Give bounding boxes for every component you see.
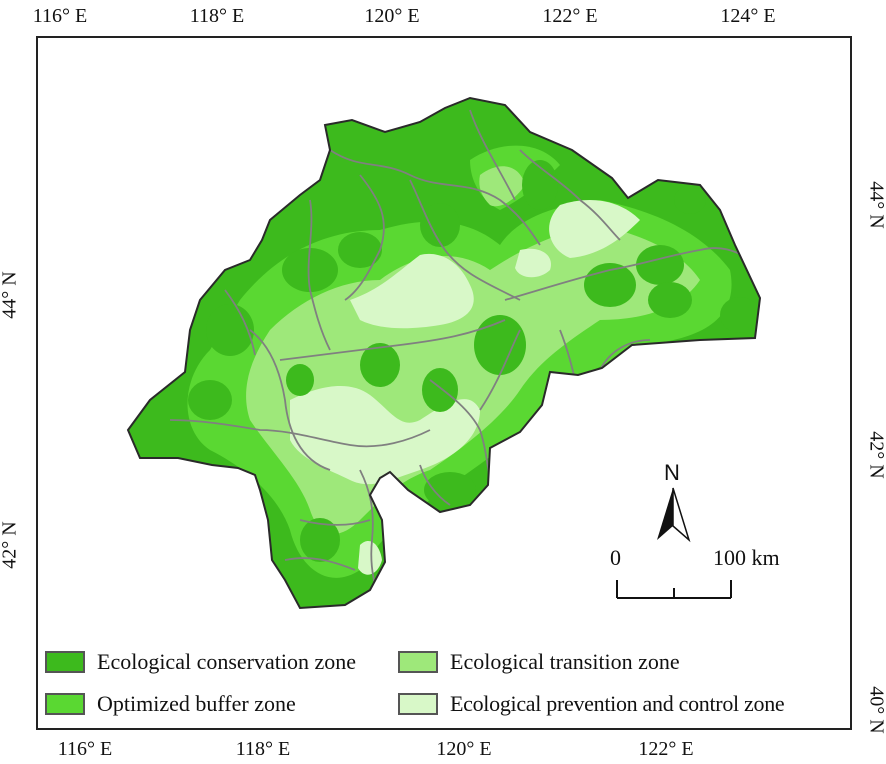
bottom-tick-120: 120° E bbox=[436, 738, 492, 760]
north-label: N bbox=[664, 460, 680, 485]
prevention-zone-east-small bbox=[515, 248, 551, 278]
legend-label-transition: Ecological transition zone bbox=[450, 649, 680, 674]
scale-end-label: 100 km bbox=[713, 545, 780, 570]
legend-item-conservation: Ecological conservation zone bbox=[45, 649, 356, 675]
legend-swatch-transition bbox=[398, 651, 438, 673]
bottom-tick-116: 116° E bbox=[57, 738, 113, 760]
prevention-zone-east bbox=[549, 200, 640, 258]
top-tick-122: 122° E bbox=[542, 5, 598, 27]
legend-label-prevention: Ecological prevention and control zone bbox=[450, 691, 785, 716]
legend-label-conservation: Ecological conservation zone bbox=[97, 649, 357, 674]
county-boundaries bbox=[169, 109, 751, 601]
north-arrow-icon bbox=[657, 487, 691, 543]
prevention-zone-central bbox=[350, 253, 474, 329]
bottom-tick-118: 118° E bbox=[235, 738, 291, 760]
legend-swatch-conservation bbox=[45, 651, 85, 673]
legend-label-buffer: Optimized buffer zone bbox=[97, 691, 296, 716]
top-tick-118: 118° E bbox=[189, 5, 245, 27]
top-tick-116: 116° E bbox=[32, 5, 88, 27]
scale-start-label: 0 bbox=[610, 545, 621, 570]
top-tick-120: 120° E bbox=[364, 5, 420, 27]
legend-item-prevention: Ecological prevention and control zone bbox=[398, 691, 785, 717]
legend-swatch-prevention bbox=[398, 693, 438, 715]
prevention-zone-south bbox=[290, 385, 480, 485]
conservation-patches bbox=[188, 160, 760, 562]
bottom-tick-122: 122° E bbox=[638, 738, 694, 760]
legend-item-buffer: Optimized buffer zone bbox=[45, 691, 296, 717]
prevention-zone-southwest bbox=[358, 540, 382, 575]
top-tick-124: 124° E bbox=[720, 5, 776, 27]
zone-fills bbox=[128, 98, 760, 608]
legend-item-transition: Ecological transition zone bbox=[398, 649, 680, 675]
legend-swatch-buffer bbox=[45, 693, 85, 715]
scale-bar bbox=[616, 580, 732, 599]
